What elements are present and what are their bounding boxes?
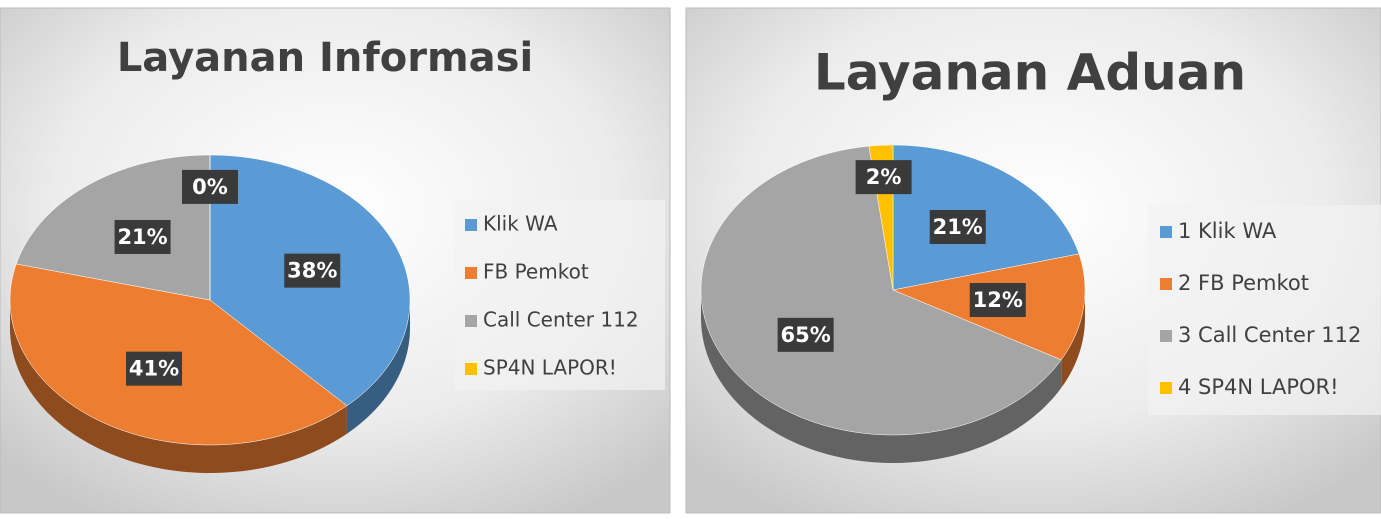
legend-label: Call Center 112	[483, 308, 639, 332]
legend-swatch	[1160, 382, 1172, 394]
data-label: 2%	[866, 165, 902, 189]
legend-swatch	[465, 267, 477, 279]
data-label: 38%	[287, 259, 337, 283]
legend-label: 1 Klik WA	[1178, 219, 1277, 243]
data-label: 41%	[129, 357, 179, 381]
legend-box	[455, 200, 665, 390]
data-label-box	[284, 253, 341, 288]
data-label-box	[114, 219, 171, 254]
legend-box	[1148, 205, 1381, 415]
legend-swatch	[465, 363, 477, 375]
data-label-box	[855, 160, 912, 195]
pie-slice	[15, 154, 211, 301]
legend-label: FB Pemkot	[483, 260, 589, 284]
legend-swatch	[1160, 226, 1172, 238]
legend-label: 3 Call Center 112	[1178, 323, 1361, 347]
data-label: 21%	[117, 225, 167, 249]
data-label: 12%	[973, 288, 1023, 312]
legend-swatch	[465, 219, 477, 231]
data-label-box	[182, 169, 238, 204]
chart-title: Layanan Aduan	[814, 44, 1246, 102]
legend-label: 2 FB Pemkot	[1178, 271, 1309, 295]
data-label: 0%	[192, 175, 228, 199]
data-label-box	[126, 351, 183, 386]
legend-label: SP4N LAPOR!	[483, 356, 617, 380]
slice-side	[701, 290, 1062, 463]
data-label-box	[969, 282, 1026, 317]
data-label: 21%	[933, 215, 983, 239]
data-label-box	[777, 317, 834, 352]
slice-side	[1061, 290, 1085, 388]
pie-slice	[892, 144, 1080, 291]
pie-slice	[700, 145, 1062, 436]
slice-side	[346, 300, 410, 434]
chart-title: Layanan Informasi	[117, 35, 533, 81]
legend-label: 4 SP4N LAPOR!	[1178, 375, 1339, 399]
data-label-box	[929, 209, 986, 244]
legend-swatch	[1160, 278, 1172, 290]
legend-swatch	[465, 315, 477, 327]
slice-side	[10, 300, 347, 473]
data-label: 65%	[781, 323, 831, 347]
legend-swatch	[1160, 330, 1172, 342]
legend-label: Klik WA	[483, 212, 558, 236]
